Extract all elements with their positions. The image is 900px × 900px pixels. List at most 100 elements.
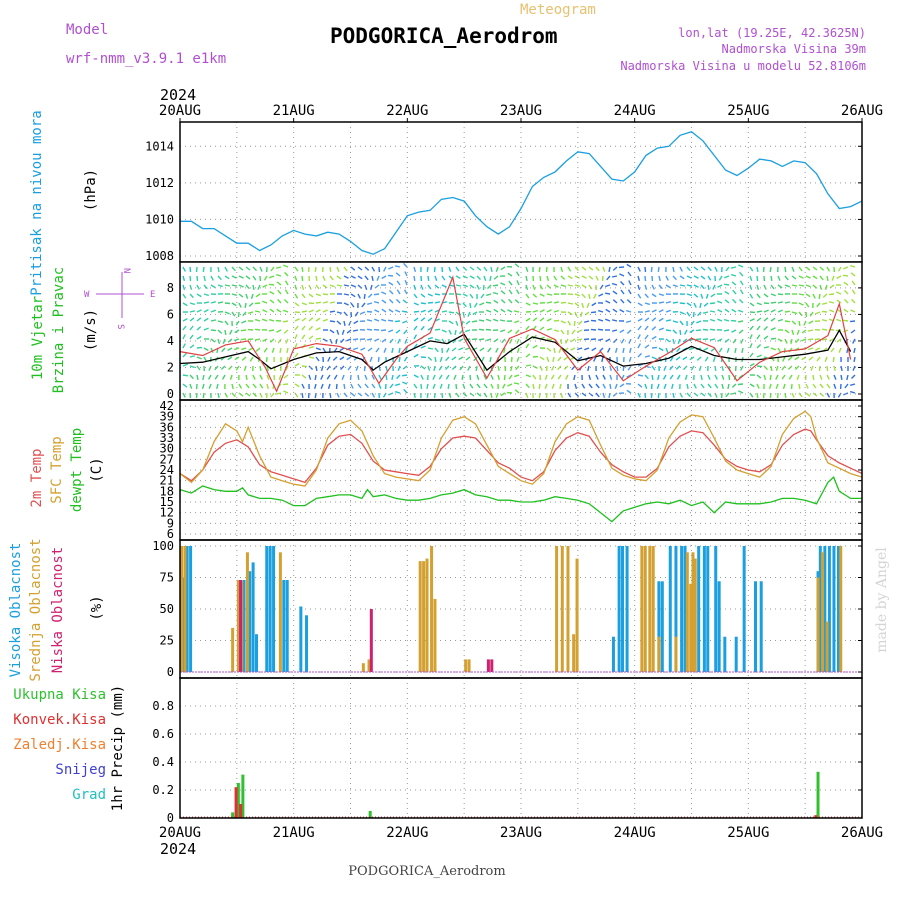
wind-barb-arrow	[202, 392, 205, 399]
wind-barb-arrow	[626, 374, 632, 378]
wind-barb-arrow	[273, 374, 276, 381]
wind-barb-arrow	[644, 293, 649, 299]
wind-barb-arrow	[852, 365, 856, 371]
wind-barb-arrow	[593, 293, 597, 299]
wind-barb-arrow	[248, 302, 254, 307]
wind-barb-arrow	[283, 374, 289, 379]
bar-cloud_high	[823, 546, 827, 672]
wind-barb-arrow	[413, 353, 419, 358]
wind-barb-arrow	[270, 266, 275, 272]
wind-barb-arrow	[240, 329, 247, 332]
bar-cloud_high	[827, 546, 831, 672]
wind-barb-arrow	[798, 392, 803, 398]
wind-barb-arrow	[803, 320, 807, 326]
wind-barb-arrow	[245, 275, 251, 280]
wind-barb-arrow	[283, 309, 289, 313]
wind-barb-arrow	[301, 365, 308, 368]
wind-barb-arrow	[196, 275, 199, 282]
wind-barb-arrow	[182, 363, 188, 367]
wind-barb-arrow	[182, 293, 187, 299]
bar-cloud_mid	[425, 558, 429, 672]
wind-barb-arrow	[724, 338, 730, 343]
wind-barb-arrow	[485, 301, 492, 304]
bar-cloud_high	[248, 571, 252, 672]
wind-barb-arrow	[493, 338, 499, 343]
wind-barb-arrow	[756, 383, 760, 389]
series-temp_2m	[179, 428, 863, 484]
wind-barb-arrow	[438, 374, 443, 380]
wind-barb-arrow	[231, 284, 238, 287]
wind-barb-arrow	[836, 299, 842, 304]
ytick-label-cloud: 75	[160, 571, 174, 585]
panels: 1008101010121014024686912151821242730333…	[145, 121, 863, 825]
wind-barb-arrow	[343, 383, 346, 390]
wind-barb-arrow	[515, 271, 520, 277]
ytick-label-temperature: 21	[160, 474, 174, 488]
xtick-top: 24AUG	[614, 103, 656, 119]
x-axis: 20AUG 20AUG 21AUG 21AUG 22AUG 22AUG 23AUG 23AUG…	[159, 103, 883, 841]
wind-barb-arrow	[413, 293, 418, 299]
wind-barb-arrow	[227, 356, 233, 361]
wind-barb-arrow	[252, 374, 256, 380]
wind-barb-arrow	[686, 275, 692, 279]
wind-barb-arrow	[343, 275, 349, 279]
wind-barb-arrow	[724, 290, 730, 295]
wind-barb-arrow	[479, 347, 485, 352]
wind-barb-arrow	[644, 325, 649, 331]
wind-barb-arrow	[851, 374, 856, 379]
wind-barb-arrow	[207, 374, 212, 380]
wind-barb-arrow	[546, 347, 552, 352]
wind-barb-arrow	[626, 309, 632, 313]
wind-barb-arrow	[427, 309, 433, 313]
bar-cloud_mid	[467, 659, 471, 672]
bar-cloud_mid	[821, 552, 825, 672]
wind-barb-arrow	[489, 356, 492, 363]
wind-barb-arrow	[828, 293, 835, 296]
wind-barb-arrow	[486, 293, 492, 297]
wind-barb-arrow	[669, 356, 674, 362]
wind-barb-arrow	[565, 374, 569, 380]
ytick-label-pressure: 1010	[145, 212, 174, 226]
wind-barb-arrow	[478, 319, 485, 322]
wind-barb-arrow	[620, 338, 625, 344]
wind-barb-arrow	[381, 338, 387, 343]
wind-barb-arrow	[553, 301, 559, 304]
label-temp-unit: (C)	[89, 457, 105, 482]
wind-barb-arrow	[838, 347, 842, 353]
wind-barb-arrow	[221, 374, 226, 380]
wind-barb-arrow	[651, 356, 657, 360]
wind-barb-arrow	[563, 356, 569, 361]
label-pressure: Pritisak na nivou mora	[29, 110, 45, 295]
wind-barb-arrow	[545, 392, 548, 399]
wind-barb-arrow	[249, 356, 254, 362]
wind-barb-arrow	[203, 301, 210, 304]
wind-barb-arrow	[693, 284, 699, 288]
bar-cloud_high	[660, 581, 664, 672]
bar-cloud_mid	[183, 546, 187, 672]
wind-barb-arrow	[749, 334, 753, 340]
wind-barb-arrow	[427, 347, 434, 350]
wind-barb-arrow	[339, 347, 345, 352]
wind-barb-arrow	[434, 275, 438, 281]
wind-barb-arrow	[718, 347, 723, 353]
wind-barb-arrow	[756, 284, 760, 291]
wind-barb-arrow	[689, 356, 695, 361]
wind-barb-arrow	[458, 356, 464, 361]
wind-barb-arrow	[259, 266, 263, 272]
wind-barb-arrow	[763, 309, 769, 313]
wind-barb-arrow	[675, 365, 681, 370]
wind-barb-arrow	[812, 266, 818, 271]
wind-barb-arrow	[269, 290, 275, 295]
wind-barb-arrow	[391, 374, 394, 381]
wind-barb-arrow	[749, 383, 755, 388]
wind-barb-arrow	[700, 266, 706, 271]
wind-barb-arrow	[389, 338, 394, 344]
wind-barb-arrow	[439, 383, 443, 389]
wind-barb-arrow	[739, 280, 744, 286]
wind-barb-arrow	[739, 271, 744, 277]
wind-barb-arrow	[360, 347, 366, 351]
wind-barb-arrow	[238, 284, 244, 288]
wind-barb-arrow	[790, 383, 793, 390]
bar-cloud_high	[299, 606, 303, 672]
